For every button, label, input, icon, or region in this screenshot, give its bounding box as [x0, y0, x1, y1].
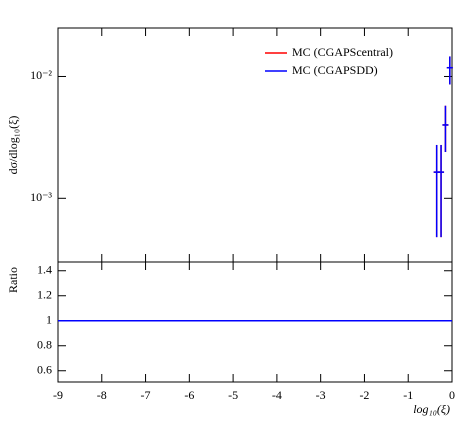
x-tick-label: -4	[272, 388, 282, 402]
x-tick-label: -1	[403, 388, 413, 402]
main-frame	[57, 27, 453, 263]
y-tick-label: 1.2	[37, 288, 52, 302]
legend-label: MC (CGAPSDD)	[292, 63, 378, 77]
y-axis-label: dσ/dlog₁₀(ξ)	[6, 116, 20, 175]
x-tick-label: -5	[228, 388, 238, 402]
y-tick-label: 0.6	[37, 363, 52, 377]
x-tick-label: -6	[184, 388, 194, 402]
x-tick-label: -2	[359, 388, 369, 402]
y-tick-label: 1	[46, 313, 52, 327]
x-tick-label: -9	[53, 388, 63, 402]
y-tick-label: 1.4	[37, 263, 52, 277]
x-tick-label: -3	[316, 388, 326, 402]
x-tick-label: -8	[97, 388, 107, 402]
x-tick-label: -7	[141, 388, 151, 402]
y-tick-label: 0.8	[37, 338, 52, 352]
legend-label: MC (CGAPScentral)	[292, 45, 393, 59]
x-tick-label: 0	[449, 388, 455, 402]
ratio-axis-label: Ratio	[6, 267, 20, 293]
ratio-frame	[57, 261, 453, 383]
y-tick-label: 10⁻²	[30, 68, 52, 82]
x-axis-label: log₁₀(ξ)	[413, 402, 450, 416]
y-tick-label: 10⁻³	[30, 190, 52, 204]
